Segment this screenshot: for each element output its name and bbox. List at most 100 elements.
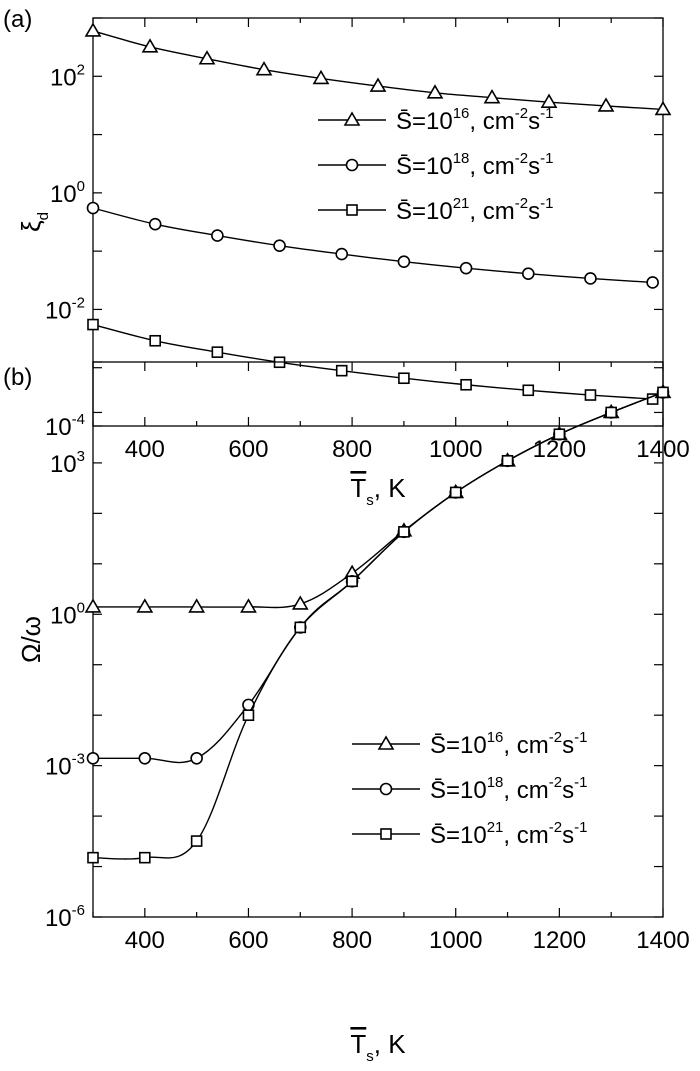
data-point — [273, 239, 286, 252]
legend-entry: S̄=1018, cm-2s-1 — [352, 774, 587, 804]
data-point — [138, 751, 152, 765]
data-point — [449, 486, 462, 499]
series-square — [87, 318, 659, 405]
data-point — [553, 428, 566, 441]
y-tick-label: 10-6 — [45, 902, 85, 932]
data-point — [141, 38, 159, 53]
legend-entry: S̄=1018, cm-2s-1 — [318, 150, 553, 180]
data-point — [255, 61, 273, 76]
x-tick-label: 1000 — [429, 436, 482, 463]
chart-panel-a: (a)400 600 800 1000 1200 140010-410-2100102S̄… — [3, 6, 690, 509]
data-point — [459, 261, 473, 275]
legend-label: S̄=1021, cm-2s-1 — [396, 195, 553, 225]
data-point — [139, 851, 151, 864]
data-point — [291, 595, 309, 610]
plot-frame — [92, 361, 664, 918]
data-point — [605, 406, 617, 419]
data-point — [87, 318, 99, 331]
data-point — [188, 598, 206, 613]
legend-marker — [345, 158, 359, 172]
x-tick-label: 800 — [332, 436, 372, 463]
y-tick-label: 100 — [50, 599, 85, 629]
legend-marker — [343, 111, 361, 126]
data-point — [312, 69, 330, 85]
data-point — [211, 346, 224, 358]
panel-label: (a) — [3, 6, 32, 33]
data-point — [87, 851, 99, 864]
data-point — [646, 393, 659, 405]
x-axis-label: Ts, K — [350, 1029, 406, 1065]
series-line — [92, 323, 653, 400]
y-tick-label: 10-3 — [45, 751, 85, 781]
legend-label: S̄=1018, cm-2s-1 — [396, 150, 553, 180]
y-axis-label: ξd — [16, 212, 52, 232]
panel-label: (b) — [3, 364, 32, 391]
y-tick-label: 102 — [50, 61, 85, 91]
legend-label: S̄=1021, cm-2s-1 — [430, 819, 587, 849]
x-tick-label: 1000 — [429, 927, 482, 954]
data-point — [190, 835, 203, 847]
chart-panel-b: (b) 400 600 800 1000 1200 1400 10-6 10-3 100 103 S̄… — [3, 361, 690, 1065]
data-point — [294, 621, 307, 634]
legend-entry: S̄=1021, cm-2s-1 — [318, 195, 553, 225]
data-point — [190, 751, 203, 765]
data-point — [460, 378, 472, 391]
x-tick-label: 600 — [228, 436, 268, 463]
data-point — [211, 229, 224, 242]
data-point — [398, 526, 410, 538]
x-tick-label: 1200 — [533, 927, 586, 954]
y-tick-label: 103 — [50, 448, 85, 478]
data-point — [540, 93, 558, 108]
data-point — [398, 372, 410, 385]
legend-label: S̄=1018, cm-2s-1 — [430, 774, 587, 804]
legend-marker — [380, 828, 392, 840]
series-square — [87, 386, 669, 864]
data-point — [522, 384, 535, 397]
data-point — [198, 50, 216, 65]
data-point — [335, 247, 349, 261]
data-point — [86, 201, 100, 215]
data-point — [149, 334, 161, 347]
data-point — [84, 22, 102, 37]
data-point — [654, 100, 672, 116]
data-point — [597, 97, 615, 112]
series-line — [92, 207, 653, 284]
y-axis-label: Ω/ω — [16, 616, 46, 663]
data-point — [646, 276, 659, 289]
legend-marker — [377, 735, 395, 750]
x-tick-label: 1400 — [636, 927, 689, 954]
legend-entry: S̄=1016, cm-2s-1 — [352, 729, 587, 759]
y-tick-label: 10-2 — [45, 294, 85, 324]
data-point — [657, 386, 669, 399]
data-point — [240, 598, 257, 613]
legend-marker — [346, 204, 358, 216]
y-tick-label: 10-4 — [45, 411, 85, 441]
x-tick-label: 800 — [332, 927, 372, 954]
series-triangle — [84, 22, 672, 116]
x-tick-label: 600 — [228, 927, 268, 954]
legend-label: S̄=1016, cm-2s-1 — [430, 729, 587, 759]
data-point — [501, 455, 514, 467]
series-circle — [86, 201, 659, 289]
data-point — [426, 84, 444, 99]
x-tick-label: 400 — [125, 927, 165, 954]
legend-entry: S̄=1021, cm-2s-1 — [352, 819, 587, 849]
data-point — [521, 267, 535, 281]
data-point — [148, 217, 162, 231]
data-point — [369, 77, 387, 92]
data-point — [86, 751, 100, 765]
data-point — [242, 709, 255, 721]
legend-entry: S̄=1016, cm-2s-1 — [318, 105, 553, 135]
data-point — [84, 598, 102, 613]
plot-frame — [92, 17, 664, 427]
data-point — [335, 364, 348, 377]
legend-marker — [379, 782, 393, 796]
data-point — [584, 272, 597, 285]
data-point — [397, 255, 411, 268]
data-point — [346, 575, 358, 588]
x-axis-label: Ts, K — [350, 473, 406, 509]
x-tick-label: 400 — [125, 436, 165, 463]
data-point — [483, 89, 501, 104]
series-line — [92, 30, 664, 111]
